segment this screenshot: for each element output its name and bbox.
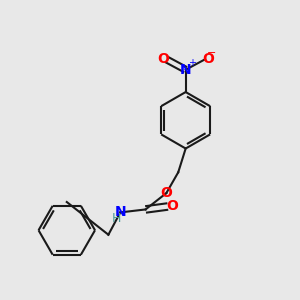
Text: −: − [207,48,217,58]
Text: +: + [188,58,196,68]
Text: O: O [158,52,169,66]
Text: O: O [202,52,214,66]
Text: O: O [166,199,178,213]
Text: N: N [115,205,126,219]
Text: H: H [112,212,122,225]
Text: N: N [180,63,191,77]
Text: O: O [160,186,172,200]
